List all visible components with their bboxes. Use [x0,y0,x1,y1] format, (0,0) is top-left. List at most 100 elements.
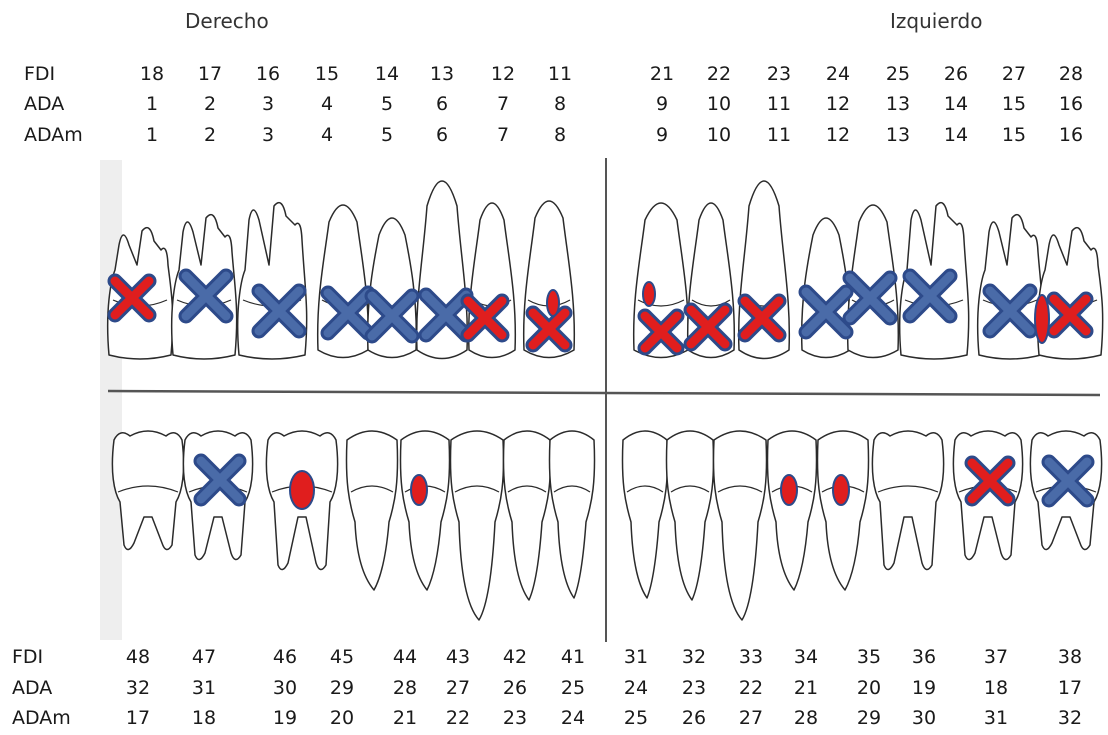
lower-fdi-number: 34 [794,646,818,668]
red-x-mark [525,305,573,353]
red-dot-mark [642,281,656,307]
blue-x-mark [193,453,247,507]
lower-ada-number: 31 [192,677,216,699]
lower-fdi-number: 42 [503,646,527,668]
lower-ada-number: 22 [739,677,763,699]
upper-fdi-number: 11 [548,63,572,85]
upper-adam-number: 7 [497,124,509,146]
upper-label-fdi: FDI [24,63,55,85]
lower-adam-number: 18 [192,707,216,729]
lower-ada-number: 25 [561,677,585,699]
lower-ada-number: 27 [446,677,470,699]
lower-tooth-cej-line [454,485,500,493]
upper-fdi-number: 24 [826,63,850,85]
upper-ada-number: 14 [944,93,968,115]
lower-fdi-number: 31 [624,646,648,668]
blue-x-mark [320,285,376,341]
lower-tooth-cej-line [350,485,394,493]
upper-ada-number: 3 [262,93,274,115]
upper-fdi-number: 12 [491,63,515,85]
red-x-mark [737,293,787,343]
title-left-side: Izquierdo [890,9,982,33]
upper-ada-number: 1 [146,93,158,115]
lower-ada-number: 20 [857,677,881,699]
lower-adam-number: 19 [273,707,297,729]
lower-tooth-cej-line [507,485,547,493]
upper-ada-number: 16 [1059,93,1083,115]
lower-tooth-cej-line [670,485,710,493]
red-x-mark [964,455,1016,507]
lower-tooth-outline [871,430,945,571]
red-dot-mark [832,474,850,506]
upper-adam-number: 8 [554,124,566,146]
lower-tooth-outline [621,430,669,599]
red-x-mark [107,273,157,323]
lower-tooth-outline [502,430,552,601]
upper-adam-number: 3 [262,124,274,146]
upper-fdi-number: 22 [707,63,731,85]
upper-adam-number: 13 [886,124,910,146]
lower-ada-number: 32 [126,677,150,699]
lower-tooth-cej-line [626,485,664,493]
upper-fdi-number: 18 [140,63,164,85]
lower-adam-number: 20 [330,707,354,729]
upper-ada-number: 11 [767,93,791,115]
lower-adam-number: 32 [1058,707,1082,729]
scan-shadow [100,160,122,640]
upper-fdi-number: 14 [375,63,399,85]
lower-fdi-number: 36 [912,646,936,668]
lower-tooth-outline [399,430,451,591]
lower-tooth-cej-line [553,485,591,493]
red-dot-mark [780,474,798,506]
blue-x-mark [1041,454,1095,508]
lower-fdi-number: 46 [273,646,297,668]
upper-fdi-number: 26 [944,63,968,85]
lower-ada-number: 17 [1058,677,1082,699]
lower-tooth-cej-line [117,485,179,493]
lower-ada-number: 28 [393,677,417,699]
upper-ada-number: 6 [436,93,448,115]
lower-ada-number: 26 [503,677,527,699]
lower-label-fdi: FDI [12,646,43,668]
lower-adam-number: 24 [561,707,585,729]
lower-adam-number: 27 [739,707,763,729]
blue-x-mark [418,287,474,343]
upper-adam-number: 9 [656,124,668,146]
lower-adam-number: 23 [503,707,527,729]
lower-adam-number: 28 [794,707,818,729]
upper-adam-number: 11 [767,124,791,146]
lower-tooth-cej-line [877,485,939,493]
lower-adam-number: 26 [682,707,706,729]
red-dot-mark [289,470,315,510]
upper-adam-number: 6 [436,124,448,146]
lower-tooth-outline [449,430,505,621]
lower-fdi-number: 38 [1058,646,1082,668]
upper-fdi-number: 21 [650,63,674,85]
upper-ada-number: 12 [826,93,850,115]
upper-ada-number: 5 [381,93,393,115]
upper-adam-number: 1 [146,124,158,146]
upper-tooth-outline [1036,226,1104,360]
lower-adam-number: 25 [624,707,648,729]
upper-adam-number: 5 [381,124,393,146]
lower-fdi-number: 41 [561,646,585,668]
lower-ada-number: 23 [682,677,706,699]
lower-tooth-outline [816,430,870,591]
lower-fdi-number: 37 [984,646,1008,668]
upper-ada-number: 8 [554,93,566,115]
upper-ada-number: 4 [321,93,333,115]
lower-numbers: 48 47 46 45 44 43 42 41 31 32 33 34 35 36 37 38 32 31 30 29… [126,646,1082,729]
upper-tooth-cej-line [691,299,731,307]
upper-adam-number: 14 [944,124,968,146]
lower-adam-number: 30 [912,707,936,729]
lower-adam-number: 29 [857,707,881,729]
lower-fdi-number: 32 [682,646,706,668]
lower-adam-number: 21 [393,707,417,729]
lower-label-ada: ADA [12,677,52,699]
title-right-side: Derecho [185,9,269,33]
lower-ada-number: 29 [330,677,354,699]
upper-fdi-number: 13 [430,63,454,85]
marks-layer [107,268,1095,510]
lower-label-adam: ADAm [12,707,71,729]
lower-fdi-number: 43 [446,646,470,668]
